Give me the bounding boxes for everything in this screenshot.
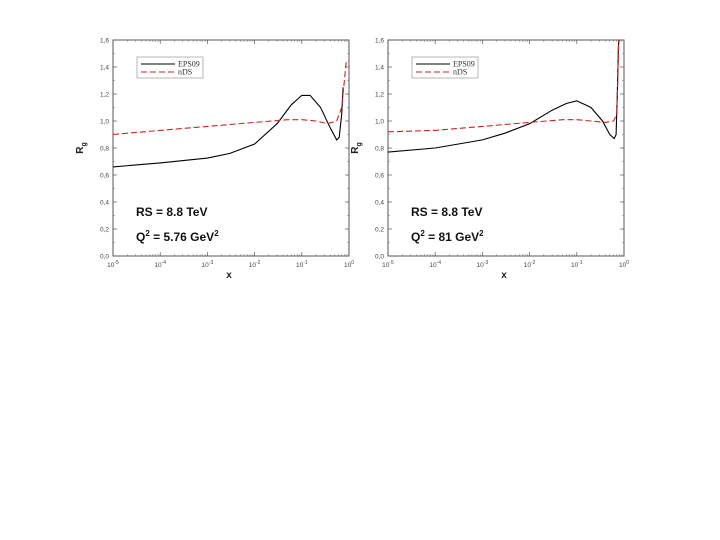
y-tick-label: 1,4 [375,64,384,71]
x-tick-label: 10-4 [429,260,441,269]
y-tick-label: 1,0 [375,118,384,125]
y-tick-label: 0,4 [100,199,109,206]
y-tick-label: 0,4 [375,199,384,206]
x-tick-label: 10-2 [524,260,536,269]
x-tick-label: 100 [619,260,629,269]
series-line-eps09 [388,40,620,153]
legend-label-nds: nDS [453,68,467,77]
series-line-nds [388,40,620,133]
legend-label-eps09: EPS09 [178,60,200,69]
legend-label-nds: nDS [178,68,192,77]
x-tick-label: 10-1 [571,260,583,269]
y-tick-label: 1,0 [100,118,109,125]
x-tick-label: 10-2 [249,260,261,269]
x-tick-label: 100 [344,260,354,269]
chart-panel-1: 0,0 0,2 0,4 0,6 0,8 1,0 1,2 1,4 1,6 10-5 10-4 10-3 1… [75,37,354,281]
x-axis-title: x [226,270,232,281]
legend-label-eps09: EPS09 [453,60,475,69]
x-tick-label: 10-5 [107,260,119,269]
annotation-q2: Q2 = 81 GeV2 [411,229,484,244]
annotation-q2: Q2 = 5.76 GeV2 [136,229,219,244]
x-tick-label: 10-3 [477,260,489,269]
y-axis-title: Rg [350,142,363,154]
y-tick-label: 0,0 [375,253,384,260]
y-axis-title: Rg [75,142,88,154]
y-tick-label: 0,2 [375,226,384,233]
x-axis-title: x [501,270,507,281]
series-line-eps09 [113,87,344,168]
chart-panel-2: 0,0 0,2 0,4 0,6 0,8 1,0 1,2 1,4 1,6 10-5 10-4 10-3 1… [350,37,629,281]
annotation-rs: RS = 8.8 TeV [136,205,207,219]
y-tick-label: 1,6 [100,37,109,44]
y-tick-label: 1,2 [100,91,109,98]
series-line-nds [113,60,347,136]
y-tick-label: 1,2 [375,91,384,98]
y-tick-label: 0,8 [100,145,109,152]
legend-box [411,56,479,79]
x-tick-label: 10-1 [296,260,308,269]
y-tick-label: 0,8 [375,145,384,152]
x-tick-label: 10-3 [202,260,214,269]
legend-box [136,56,204,79]
y-tick-label: 1,6 [375,37,384,44]
y-tick-label: 0,2 [100,226,109,233]
y-tick-label: 0,0 [100,253,109,260]
x-tick-label: 10-4 [154,260,166,269]
y-tick-label: 0,6 [375,172,384,179]
x-tick-label: 10-5 [382,260,394,269]
annotation-rs: RS = 8.8 TeV [411,205,482,219]
y-tick-label: 0,6 [100,172,109,179]
y-tick-label: 1,4 [100,64,109,71]
